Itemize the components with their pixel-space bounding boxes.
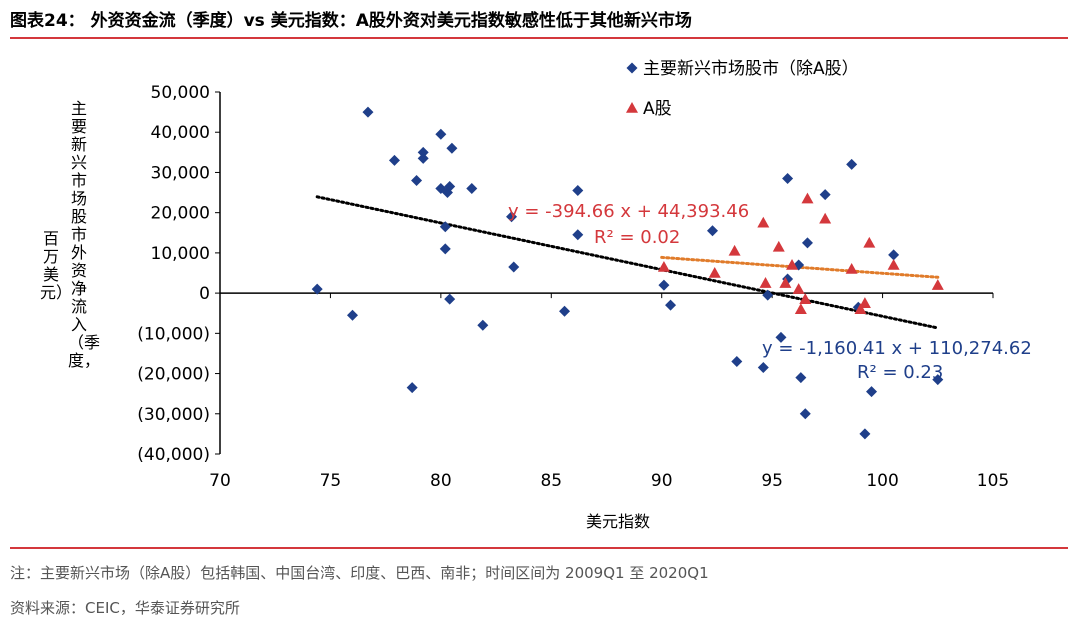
x-tick-label: 105 <box>977 471 1009 491</box>
y-tick-label: (30,000) <box>137 405 210 425</box>
a-share-data-point <box>801 192 814 204</box>
legend: 主要新兴市场股市（除A股） A股 <box>626 59 859 119</box>
em-data-point <box>439 243 451 255</box>
em-data-point <box>819 189 831 201</box>
trendline-equations: y = -1,160.41 x + 110,274.62 R² = 0.23 y =… <box>508 201 1032 383</box>
a-share-data-point <box>799 293 812 304</box>
x-tick-label: 85 <box>540 471 562 491</box>
a-share-data-point <box>792 283 805 294</box>
legend-marker <box>626 62 638 74</box>
a-share-trendline-equation: y = -394.66 x + 44,393.46 <box>508 201 749 222</box>
em-data-point <box>388 154 400 166</box>
footer-divider <box>10 547 1068 549</box>
x-tick-label: 100 <box>866 471 898 491</box>
y-tick-label: 20,000 <box>151 204 210 224</box>
y-tick-label: 30,000 <box>151 163 210 183</box>
scatter-chart: 50,000 40,000 30,000 20,000 10,000 0 (10,000) (… <box>137 59 1032 531</box>
em-trendline-r2: R² = 0.23 <box>857 362 943 383</box>
em-data-point <box>506 211 518 223</box>
em-data-point <box>866 386 878 398</box>
em-data-point <box>888 249 900 261</box>
footnote: 注：主要新兴市场（除A股）包括韩国、中国台湾、印度、巴西、南非；时间区间为 20… <box>10 564 709 582</box>
source-note: 资料来源：CEIC，华泰证券研究所 <box>10 599 240 617</box>
em-data-point <box>658 279 670 291</box>
em-data-point <box>859 428 871 440</box>
a-share-data-point <box>657 260 670 272</box>
y-axis-ticks: 50,000 40,000 30,000 20,000 10,000 0 (10,000) (… <box>137 83 220 465</box>
a-share-data-point <box>757 216 770 228</box>
em-data-point <box>435 128 447 140</box>
em-trendline-equation: y = -1,160.41 x + 110,274.62 <box>762 338 1032 359</box>
a-share-data-point <box>794 303 807 314</box>
em-data-point <box>572 229 584 241</box>
y-axis-label: 主要新兴市场股市外资净流入（季度， <box>68 99 101 370</box>
a-share-trendline-r2: R² = 0.02 <box>594 227 680 248</box>
legend-label: A股 <box>643 99 672 119</box>
em-data-point <box>446 142 458 154</box>
title-divider <box>10 37 1068 39</box>
x-tick-label: 80 <box>430 471 452 491</box>
y-axis-unit-label: 百万美元） <box>40 229 73 302</box>
em-data-point <box>508 261 520 273</box>
y-tick-label: 10,000 <box>151 244 210 264</box>
y-tick-label: 50,000 <box>151 83 210 103</box>
y-tick-label: (40,000) <box>137 445 210 465</box>
em-data-point <box>762 289 774 301</box>
em-data-point <box>932 374 944 386</box>
em-data-point <box>665 299 677 311</box>
em-data-point <box>801 237 813 249</box>
em-trendline <box>315 195 940 330</box>
chart-title: 图表24： 外资资金流（季度）vs 美元指数：A股外资对美元指数敏感性低于其他新… <box>10 11 692 31</box>
x-axis-ticks: 70 75 80 85 90 95 100 105 <box>209 293 1009 491</box>
em-data-point <box>795 372 807 384</box>
em-data-point <box>417 146 429 158</box>
y-tick-label: 0 <box>199 284 210 304</box>
y-tick-label: (10,000) <box>137 324 210 344</box>
x-tick-label: 90 <box>651 471 673 491</box>
a-share-data-point <box>779 277 792 288</box>
a-share-data-point <box>863 236 876 248</box>
a-share-data-point <box>858 297 871 308</box>
a-share-data-point <box>819 212 832 224</box>
a-share-data-point <box>845 262 858 274</box>
a-share-data-point <box>931 279 944 290</box>
em-data-point <box>477 319 489 331</box>
em-data-point <box>559 305 571 317</box>
em-data-point <box>311 283 323 295</box>
x-tick-label: 75 <box>320 471 342 491</box>
em-data-point <box>362 106 374 118</box>
em-data-point <box>439 221 451 233</box>
data-points <box>311 106 944 440</box>
em-data-point <box>444 293 456 305</box>
em-data-point <box>406 382 418 394</box>
em-data-point <box>572 185 584 197</box>
em-data-point <box>731 355 743 367</box>
em-data-point <box>846 158 858 170</box>
legend-marker <box>626 102 638 113</box>
em-data-point <box>444 181 456 193</box>
em-data-point <box>775 331 787 343</box>
y-tick-label: (20,000) <box>137 365 210 385</box>
x-tick-label: 70 <box>209 471 231 491</box>
em-data-point <box>757 362 769 374</box>
a-share-data-point <box>786 258 799 270</box>
a-share-data-point <box>759 277 772 288</box>
a-share-data-point <box>728 244 741 256</box>
em-data-point <box>707 225 719 237</box>
em-data-point <box>782 172 794 184</box>
em-data-point <box>466 183 478 195</box>
a-share-data-point <box>854 303 867 314</box>
y-tick-label: 40,000 <box>151 123 210 143</box>
em-data-point <box>347 309 359 321</box>
em-data-point <box>799 408 811 420</box>
a-share-data-point <box>708 267 721 278</box>
x-tick-label: 95 <box>761 471 783 491</box>
x-axis-label: 美元指数 <box>586 512 650 531</box>
em-data-point <box>411 174 423 186</box>
a-share-data-point <box>772 240 785 252</box>
em-data-point <box>417 152 429 164</box>
legend-label: 主要新兴市场股市（除A股） <box>643 59 859 79</box>
a-share-data-point <box>887 258 900 270</box>
